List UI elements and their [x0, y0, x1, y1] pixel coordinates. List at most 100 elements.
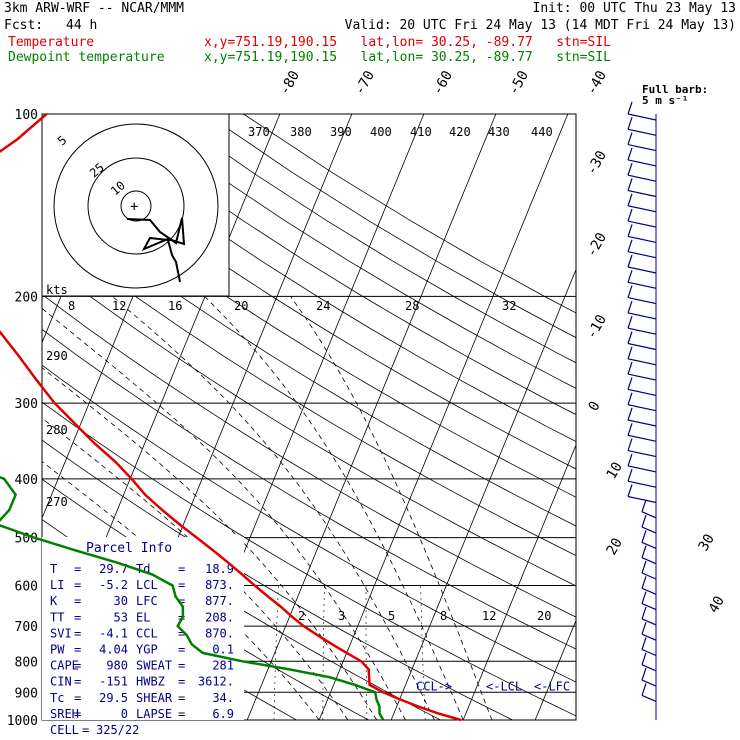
hodograph-trace — [126, 217, 186, 283]
wind-barb — [627, 113, 657, 121]
theta-tick-label: 270 — [46, 495, 68, 509]
wind-barb-flag — [641, 576, 647, 589]
wind-barb-flag — [641, 591, 647, 604]
parcel-param-label: CIN — [50, 675, 72, 689]
parcel-param-label: TT — [50, 610, 64, 624]
parcel-equals: = — [178, 659, 185, 673]
temperature-tick-label: -70 — [352, 68, 379, 98]
wind-barb-flag — [627, 469, 633, 482]
plot-frame — [41, 113, 577, 721]
barb-legend-title: Full barb: — [642, 83, 708, 96]
wind-barb — [627, 266, 657, 274]
parcel-param-label: LI — [50, 578, 64, 592]
moist-adiabat — [42, 307, 406, 720]
wind-barb-flag — [627, 423, 633, 436]
dry-adiabat — [205, 114, 576, 339]
pressure-tick-label: 800 — [15, 655, 38, 670]
hodo-ring-outer — [53, 123, 219, 289]
wind-barb — [641, 694, 657, 702]
temperature-location: x,y=751.19,190.15 lat,lon= 30.25, -89.77… — [204, 35, 611, 50]
wind-barb-flag — [627, 453, 633, 467]
parcel-param-label: LAPSE — [136, 707, 172, 721]
temperature-tick-label: -20 — [584, 230, 611, 260]
hodo-unit: kts — [46, 283, 68, 297]
parcel-param-label: CAPE — [50, 659, 79, 673]
model-title: 3km ARW-WRF -- NCAR/MMM — [4, 1, 185, 16]
pressure-tick-label: 300 — [15, 397, 38, 412]
pressure-tick-label: 400 — [15, 473, 38, 488]
temperature-tick-label: -10 — [584, 312, 611, 342]
parcel-equals: = — [178, 643, 185, 657]
wind-barb-flag — [627, 407, 633, 421]
dry-adiabat — [168, 114, 576, 364]
wind-barb-flag — [627, 285, 633, 298]
theta-tick-label: 430 — [488, 125, 510, 139]
parcel-param-value: 0.1 — [212, 643, 234, 657]
wind-barb-flag — [627, 331, 633, 344]
wind-barb — [627, 144, 657, 152]
parcel-equals: = — [178, 691, 185, 705]
wind-barb — [627, 465, 657, 473]
dry-adiabat — [94, 114, 576, 416]
mixing-ratio-line — [322, 585, 325, 720]
parcel-param-value: 18.9 — [205, 562, 234, 576]
wind-barb — [627, 388, 657, 396]
parcel-param-label: LFC — [136, 594, 158, 608]
mixing-ratio-label: 20 — [537, 609, 551, 623]
wind-barb — [627, 281, 657, 289]
wind-barb-flag — [641, 514, 647, 528]
dewpoint-profile — [0, 475, 385, 721]
wind-barb — [627, 404, 657, 412]
isotherm-line — [390, 268, 576, 720]
parcel-equals: = — [74, 626, 81, 640]
moist-adiabat — [42, 367, 378, 720]
temperature-tick-label: 30 — [696, 531, 718, 554]
parcel-param-value: 0 — [121, 707, 128, 721]
dewpoint-legend: Dewpoint temperature — [8, 50, 165, 65]
parcel-equals: = — [74, 643, 81, 657]
parcel-param-value: 30 — [114, 594, 128, 608]
parcel-param-label: EL — [136, 610, 150, 624]
wind-barb — [641, 526, 657, 534]
parcel-param-value: 29.5 — [99, 691, 128, 705]
wind-barb-flag — [627, 132, 633, 145]
parcel-param-label: SWEAT — [136, 659, 172, 673]
parcel-param-value: 873. — [205, 578, 234, 592]
theta-tick-label: 390 — [330, 125, 352, 139]
wind-barb — [641, 633, 657, 641]
wind-barbs — [627, 101, 657, 720]
wind-barb-flag — [627, 346, 633, 359]
mid-tick-label: 32 — [502, 299, 516, 313]
moist-adiabat — [290, 296, 493, 720]
wind-barb — [627, 159, 657, 167]
dry-adiabat — [42, 328, 576, 650]
mixing-ratio-line — [420, 585, 426, 720]
isotherm-line — [607, 114, 740, 720]
parcel-param-value: 3612. — [198, 675, 234, 689]
parcel-param-value: 29.7 — [99, 562, 128, 576]
wind-barb — [627, 373, 657, 381]
dry-adiabat — [42, 193, 576, 527]
theta-tick-label: 370 — [248, 125, 270, 139]
wind-barb — [627, 327, 657, 335]
wind-barb — [627, 358, 657, 366]
pressure-tick-label: 500 — [15, 532, 38, 547]
wind-barb-flag — [641, 499, 647, 512]
forecast-label: Fcst: — [4, 18, 44, 33]
temperature-tick-label: -80 — [277, 68, 304, 98]
wind-barb-flag — [627, 193, 633, 206]
wind-barb-flag — [627, 163, 633, 176]
theta-tick-label: 380 — [290, 125, 312, 139]
pressure-tick-label: 200 — [15, 290, 38, 305]
mixing-ratio-label: 8 — [440, 609, 447, 623]
wind-barb-flag — [627, 438, 633, 451]
dry-adiabat — [243, 114, 576, 314]
parcel-equals: = — [178, 675, 185, 689]
hodo-ring-middle — [87, 157, 185, 255]
temperature-legend: Temperature — [8, 35, 95, 50]
mixing-ratio-line — [365, 585, 368, 720]
parcel-param-value: 4.04 — [99, 643, 128, 657]
lfc-label: <-LFC — [534, 679, 570, 693]
temperature-tick-label: 10 — [604, 459, 626, 482]
dry-adiabat — [42, 364, 576, 683]
